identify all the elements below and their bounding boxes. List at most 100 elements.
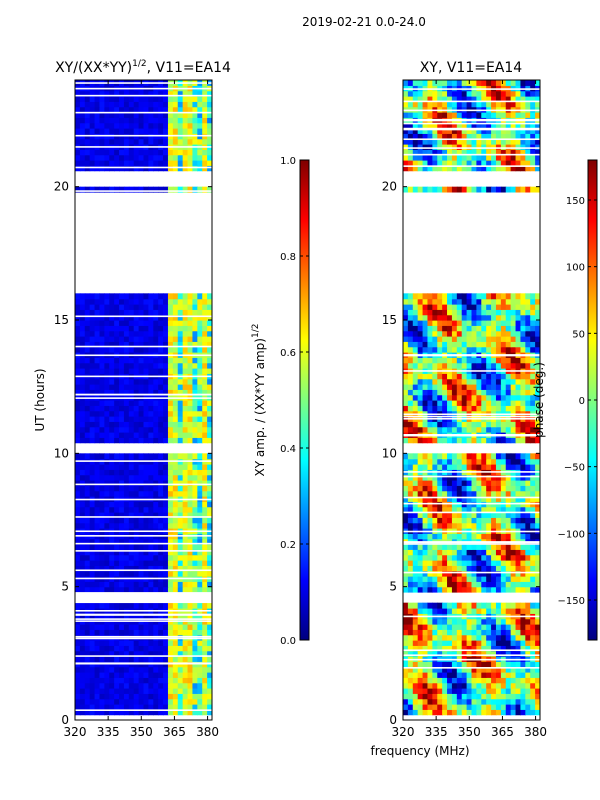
heatmap-cell [417, 378, 424, 385]
heatmap-cell [202, 325, 208, 332]
heatmap-cell [133, 149, 140, 156]
heatmap-cell [153, 565, 159, 572]
heatmap-cell [525, 512, 531, 518]
heatmap-cell [79, 544, 86, 550]
heatmap-cell [177, 570, 184, 577]
heatmap-cell [432, 506, 438, 513]
heatmap-cell [133, 405, 140, 412]
heatmap-cell [495, 522, 502, 529]
heatmap-cell [447, 400, 453, 406]
heatmap-cell [192, 138, 198, 145]
heatmap-cell [437, 666, 443, 673]
heatmap-cell [207, 464, 212, 470]
heatmap-cell [403, 602, 409, 609]
heatmap-cell [500, 581, 507, 588]
heatmap-cell [75, 410, 81, 417]
heatmap-cell [158, 544, 164, 550]
heatmap-cell [177, 410, 184, 417]
heatmap-cell [207, 453, 212, 460]
heatmap-cell [99, 709, 105, 716]
heatmap-cell [148, 298, 154, 305]
heatmap-cell [114, 709, 120, 716]
heatmap-cell [128, 149, 135, 156]
heatmap-cell [407, 672, 414, 678]
heatmap-cell [192, 341, 198, 348]
heatmap-cell [481, 704, 487, 710]
heatmap-cell [148, 613, 154, 620]
heatmap-cell [94, 320, 101, 326]
heatmap-cell [182, 688, 189, 694]
heatmap-cell [466, 565, 473, 572]
heatmap-cell [172, 666, 179, 673]
heatmap-cell [486, 640, 492, 646]
heatmap-cell [520, 682, 526, 689]
heatmap-cell [148, 426, 154, 433]
heatmap-cell [75, 570, 81, 577]
heatmap-cell [432, 320, 438, 326]
heatmap-cell [442, 453, 448, 460]
heatmap-cell [535, 618, 540, 625]
heatmap-cell [442, 325, 448, 332]
heatmap-cell [451, 629, 458, 636]
heatmap-cell [167, 298, 174, 305]
heatmap-cell [143, 586, 149, 593]
heatmap-cell [148, 490, 154, 497]
heatmap-cell [530, 682, 536, 689]
heatmap-cell [187, 485, 194, 492]
heatmap-cell [123, 389, 130, 396]
heatmap-cell [167, 634, 174, 641]
heatmap-cell [510, 688, 517, 694]
heatmap-cell [123, 453, 130, 460]
heatmap-cell [94, 138, 101, 145]
heatmap-cell [495, 650, 502, 657]
heatmap-cell [84, 314, 91, 321]
heatmap-cell [99, 112, 105, 118]
heatmap-cell [471, 560, 477, 566]
heatmap-cell [403, 464, 409, 470]
heatmap-cell [94, 154, 101, 161]
heatmap-cell [437, 640, 443, 646]
heatmap-cell [84, 469, 91, 476]
heatmap-cell [202, 336, 208, 342]
heatmap-cell [486, 688, 492, 694]
heatmap-cell [505, 474, 512, 481]
heatmap-cell [207, 410, 212, 417]
heatmap-cell [153, 336, 159, 342]
heatmap-cell [451, 640, 458, 646]
heatmap-cell [505, 144, 512, 150]
heatmap-cell [104, 122, 110, 129]
heatmap-cell [192, 368, 198, 374]
heatmap-cell [114, 90, 120, 97]
heatmap-cell [510, 485, 517, 492]
heatmap-cell [163, 570, 169, 577]
heatmap-cell [530, 400, 536, 406]
heatmap-cell [163, 106, 169, 113]
heatmap-cell [481, 533, 487, 540]
heatmap-cell [167, 656, 174, 662]
heatmap-cell [153, 560, 159, 566]
heatmap-cell [119, 682, 125, 689]
heatmap-cell [109, 320, 115, 326]
heatmap-cell [403, 384, 409, 390]
heatmap-cell [427, 362, 433, 369]
heatmap-cell [148, 101, 154, 108]
heatmap-cell [471, 485, 477, 492]
heatmap-cell [432, 165, 438, 172]
heatmap-cell [491, 650, 497, 657]
heatmap-cell [128, 474, 135, 481]
heatmap-cell [123, 629, 130, 636]
flagged-row [75, 190, 212, 192]
heatmap-cell [148, 586, 154, 593]
heatmap-cell [466, 485, 473, 492]
heatmap-cell [192, 298, 198, 305]
heatmap-cell [207, 160, 212, 166]
heatmap-cell [167, 320, 174, 326]
heatmap-cell [104, 368, 110, 374]
heatmap-cell [153, 400, 159, 406]
heatmap-cell [182, 117, 189, 124]
heatmap-cell [495, 357, 502, 364]
heatmap-cell [461, 309, 468, 316]
heatmap-cell [109, 304, 115, 310]
heatmap-cell [109, 538, 115, 545]
heatmap-cell [94, 432, 101, 438]
